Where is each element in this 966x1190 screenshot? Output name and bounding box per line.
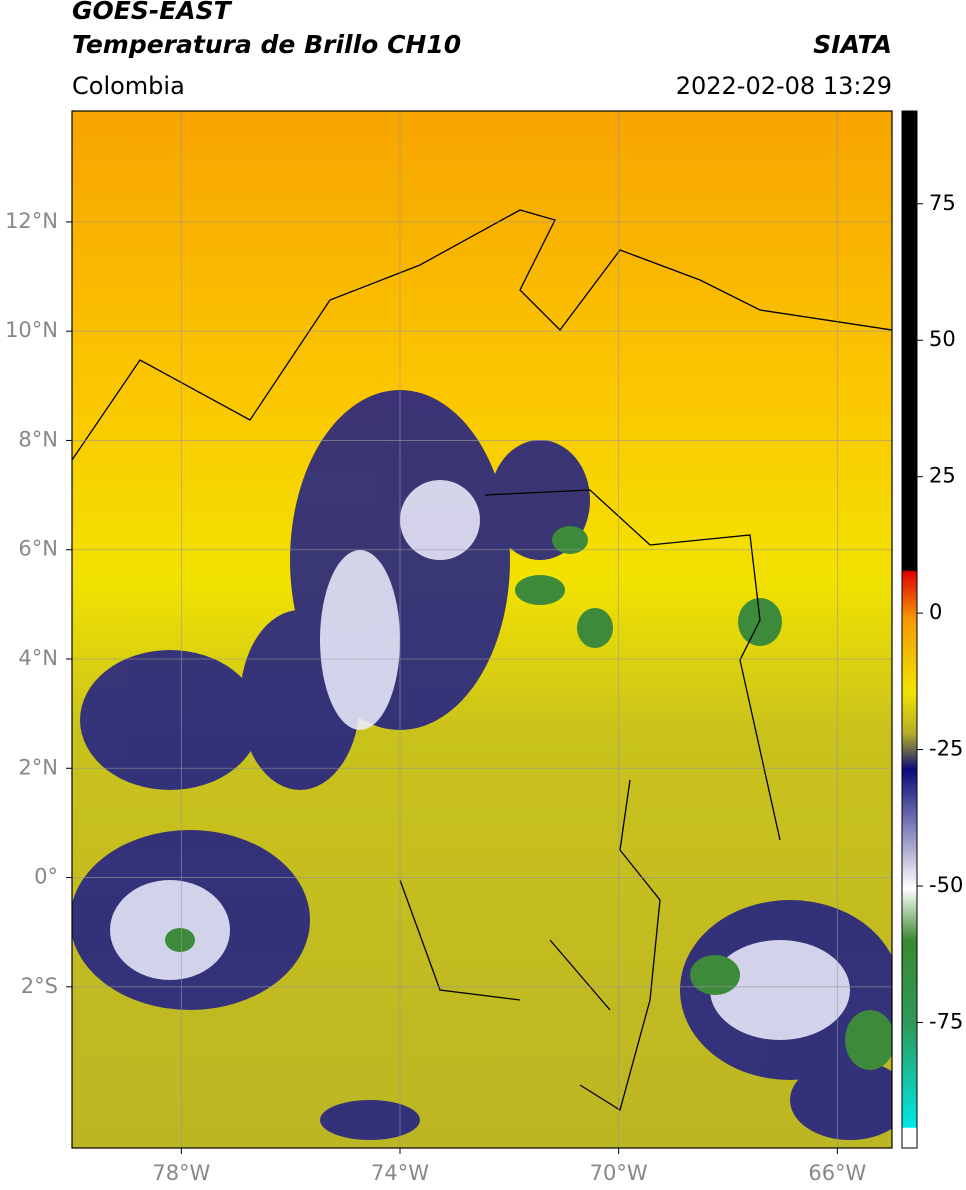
region: Colombia [72,72,185,100]
lat-tick-label: 10°N [5,318,58,342]
cold-tops [110,480,850,1040]
colorbar-tick-label: 75 [929,191,956,215]
colorbar-tick-label: 50 [929,327,956,351]
lon-tick-label: 66°W [808,1161,866,1185]
imagery [72,111,892,1148]
datetime: 2022-02-08 13:29 [676,72,892,100]
coldest-tops [165,526,892,1070]
lat-tick-label: 12°N [5,209,58,233]
colorbar-tick-label: -25 [929,737,963,761]
coastline [72,209,892,461]
lat-tick-label: 2°N [18,755,58,779]
lat-tick-label: 4°N [18,646,58,670]
lon-tick-label: 78°W [152,1161,210,1185]
lat-tick-label: 2°S [21,974,58,998]
grid [72,111,892,1148]
title: GOES-EAST [72,0,233,25]
colorbar-tick-label: -50 [929,873,963,897]
colorbar-tick-label: 25 [929,464,956,488]
lat-tick-label: 6°N [18,537,58,561]
lon-tick-label: 70°W [590,1161,648,1185]
colorbar-tick-label: -75 [929,1009,963,1033]
subtitle: Temperatura de Brillo CH10 [72,30,461,59]
source: SIATA [813,30,892,59]
colorbar-tick-label: 0 [929,600,942,624]
lat-tick-label: 0° [34,865,58,889]
borders [399,489,781,1112]
colorbar [901,110,918,1149]
lon-tick-label: 74°W [371,1161,429,1185]
map-frame [71,110,893,1149]
lat-tick-label: 8°N [18,427,58,451]
